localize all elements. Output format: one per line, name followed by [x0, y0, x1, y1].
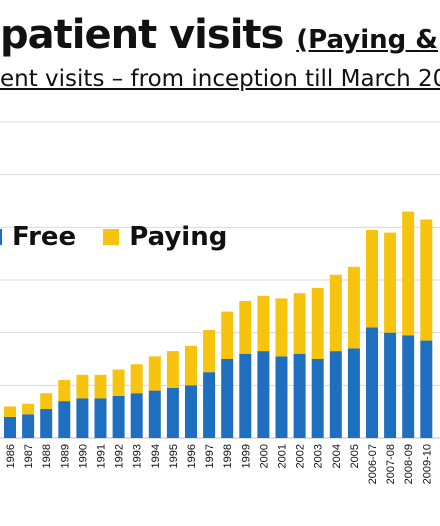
chart-title-suffix: (Paying &	[296, 25, 438, 55]
legend-item-free: Free	[0, 222, 76, 252]
chart-title-main: patient visits	[0, 12, 284, 58]
bar-paying	[40, 393, 53, 410]
bar-free	[347, 348, 360, 438]
bar-paying	[329, 274, 342, 352]
x-tick-label: 2003	[313, 444, 325, 468]
legend-swatch-free	[0, 229, 2, 245]
x-tick-label: 2000	[258, 444, 270, 468]
x-tick-label: 1997	[204, 444, 216, 468]
legend-label-paying: Paying	[129, 222, 228, 252]
bar-paying	[347, 266, 360, 349]
x-tick-label: 2009-10	[421, 444, 433, 484]
bar-free	[275, 356, 288, 438]
x-tick-label: 1993	[132, 444, 144, 468]
x-tick-label: 1986	[5, 444, 17, 468]
chart-subtitle: ent visits – from inception till March 2…	[0, 66, 440, 92]
x-tick-label: 1996	[186, 444, 198, 468]
bar-paying	[4, 406, 16, 417]
bar-paying	[402, 211, 415, 336]
bar-paying	[275, 298, 288, 357]
x-tick-label: 1989	[59, 444, 71, 468]
x-tick-label: 1994	[150, 444, 162, 468]
bar-paying	[76, 374, 89, 399]
bar-paying	[293, 293, 306, 354]
x-tick-label: 2007-08	[385, 444, 397, 484]
bar-free	[402, 335, 415, 438]
x-tick-label: 1992	[114, 444, 126, 468]
bar-paying	[94, 374, 107, 399]
bar-free	[112, 395, 125, 438]
bar-free	[185, 385, 197, 438]
bar-paying	[366, 229, 378, 328]
x-tick-label: 1999	[240, 444, 252, 468]
x-tick-label: 1987	[23, 444, 35, 468]
x-tick-label: 2001	[277, 444, 289, 468]
bar-paying	[384, 232, 397, 333]
bar-free	[293, 353, 306, 438]
chart-title: patient visits (Paying &	[0, 12, 438, 58]
x-tick-label: 2008-09	[403, 444, 415, 484]
bar-free	[366, 327, 378, 438]
bar-paying	[221, 311, 234, 359]
bar-paying	[166, 351, 179, 388]
x-tick-label: 1998	[222, 444, 234, 468]
bar-free	[58, 401, 71, 438]
legend-label-free: Free	[12, 222, 77, 252]
bar-paying	[203, 330, 216, 373]
bar-free	[420, 340, 433, 438]
x-tick-label: 2006-07	[367, 444, 379, 484]
bar-paying	[257, 295, 270, 352]
bar-paying	[239, 301, 252, 354]
bar-paying	[148, 356, 161, 391]
bar-free	[239, 353, 252, 438]
bar-free	[40, 409, 53, 438]
bar-free	[4, 416, 16, 438]
legend-item-paying: Paying	[103, 222, 227, 252]
bar-free	[166, 387, 179, 438]
bar-free	[22, 414, 35, 438]
bar-free	[311, 359, 324, 438]
bar-paying	[185, 345, 197, 386]
bar-free	[130, 393, 143, 438]
bar-free	[384, 332, 397, 438]
bar-free	[148, 390, 161, 438]
x-tick-label: 1991	[96, 444, 108, 468]
x-tick-label: 1995	[168, 444, 180, 468]
bar-paying	[22, 403, 35, 415]
bar-paying	[130, 364, 143, 394]
x-tick-label: 1990	[77, 444, 89, 468]
bar-free	[221, 359, 234, 438]
legend-swatch-paying	[103, 229, 120, 245]
bar-free	[203, 372, 216, 438]
x-tick-label: 1988	[41, 444, 53, 468]
chart-legend: Free Paying	[0, 222, 245, 252]
x-tick-label: 2002	[295, 444, 307, 468]
bar-paying	[311, 287, 324, 359]
bar-free	[76, 398, 89, 438]
bar-paying	[112, 369, 125, 396]
x-tick-label: 2004	[331, 444, 343, 468]
bar-paying	[420, 219, 433, 341]
bar-paying	[58, 380, 71, 402]
x-tick-label: 2005	[349, 444, 361, 468]
bar-free	[94, 398, 107, 438]
bar-free	[329, 351, 342, 438]
bar-free	[257, 351, 270, 438]
